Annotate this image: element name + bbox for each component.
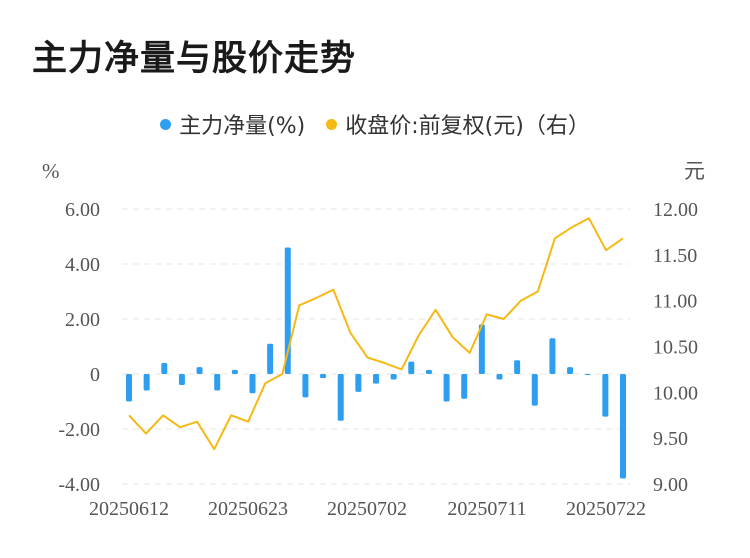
legend-item-close-price[interactable]: 收盘价:前复权(元)（右） — [326, 108, 590, 140]
close-price-line[interactable] — [128, 217, 624, 451]
bar[interactable] — [478, 324, 485, 375]
bar[interactable] — [425, 369, 432, 374]
bar[interactable] — [126, 374, 132, 402]
bar[interactable] — [549, 338, 556, 374]
bar[interactable] — [214, 374, 221, 391]
legend: 主力净量(%) 收盘价:前复权(元)（右） — [0, 108, 750, 140]
right-tick-label: 11.00 — [653, 291, 697, 313]
bar[interactable] — [143, 374, 150, 391]
bar[interactable] — [461, 374, 468, 399]
right-axis-unit: 元 — [684, 159, 705, 183]
legend-label-close-price: 收盘价:前复权(元)（右） — [345, 114, 590, 139]
left-tick-label: 6.00 — [65, 199, 100, 221]
x-tick-label: 20250711 — [447, 498, 526, 520]
bar[interactable] — [161, 363, 168, 374]
x-tick-label: 20250623 — [208, 498, 288, 520]
x-tick-label: 20250702 — [327, 498, 407, 520]
bar[interactable] — [443, 374, 450, 402]
right-tick-label: 9.50 — [653, 428, 688, 450]
chart-title: 主力净量与股价走势 — [32, 39, 357, 79]
bar[interactable] — [355, 374, 362, 392]
bar[interactable] — [249, 374, 256, 394]
bar[interactable] — [337, 374, 344, 421]
left-tick-label: -2.00 — [58, 419, 100, 441]
right-tick-label: 10.50 — [653, 337, 698, 359]
bar[interactable] — [178, 374, 185, 385]
left-tick-label: 0 — [90, 364, 100, 386]
left-tick-label: 2.00 — [65, 309, 100, 331]
right-tick-label: 9.00 — [653, 474, 688, 496]
left-tick-label: 4.00 — [65, 254, 100, 276]
line-series — [128, 217, 624, 451]
legend-marker-bar — [160, 118, 172, 130]
bar[interactable] — [373, 374, 379, 384]
bar[interactable] — [320, 374, 327, 379]
x-axis-ticks: 20250612 20250623 20250702 20250711 20250722 — [89, 498, 646, 520]
x-tick-label: 20250612 — [89, 498, 169, 520]
bar[interactable] — [496, 374, 503, 380]
bar[interactable] — [408, 361, 415, 374]
bar[interactable] — [514, 360, 521, 374]
bar[interactable] — [302, 374, 309, 398]
legend-marker-line — [326, 118, 338, 130]
bar[interactable] — [567, 367, 574, 374]
legend-label-main-net: 主力净量(%) — [179, 114, 306, 139]
left-tick-label: -4.00 — [58, 474, 100, 496]
bar[interactable] — [267, 343, 274, 374]
bar[interactable] — [602, 374, 609, 417]
right-axis-ticks: 12.00 11.50 11.00 10.50 10.00 9.50 9.00 — [653, 199, 698, 496]
right-tick-label: 11.50 — [653, 245, 697, 267]
left-axis-ticks: 6.00 4.00 2.00 0 -2.00 -4.00 — [58, 199, 100, 496]
legend-item-main-net[interactable]: 主力净量(%) — [160, 108, 305, 140]
bar[interactable] — [531, 374, 538, 406]
bar[interactable] — [390, 374, 397, 380]
bar[interactable] — [584, 374, 591, 375]
x-tick-label: 20250722 — [566, 498, 646, 520]
bar[interactable] — [196, 367, 203, 374]
bar[interactable] — [620, 374, 626, 479]
right-tick-label: 10.00 — [653, 382, 698, 404]
bar-series — [126, 247, 626, 479]
left-axis-unit: % — [42, 159, 60, 183]
right-tick-label: 12.00 — [653, 199, 698, 221]
bar[interactable] — [231, 369, 238, 374]
